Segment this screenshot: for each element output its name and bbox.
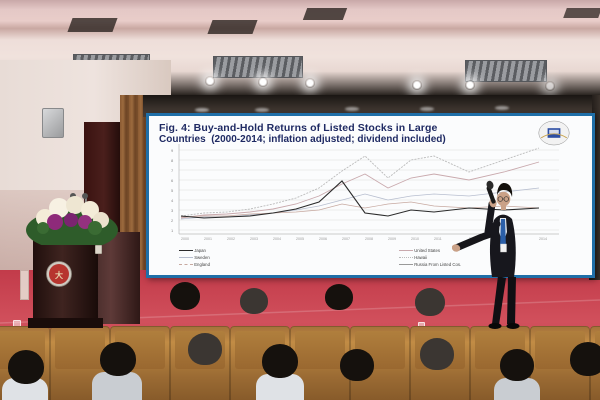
svg-text:2002: 2002 <box>227 237 235 241</box>
svg-text:2006: 2006 <box>319 237 327 241</box>
svg-text:2000: 2000 <box>181 237 189 241</box>
svg-text:2003: 2003 <box>250 237 258 241</box>
svg-text:7: 7 <box>171 168 174 173</box>
svg-text:1: 1 <box>171 228 174 233</box>
svg-text:2001: 2001 <box>204 237 212 241</box>
svg-text:4: 4 <box>171 198 174 203</box>
svg-text:8: 8 <box>171 158 174 163</box>
svg-text:2011: 2011 <box>434 237 442 241</box>
svg-text:9: 9 <box>171 148 174 153</box>
svg-text:2007: 2007 <box>342 237 350 241</box>
svg-text:2009: 2009 <box>388 237 396 241</box>
svg-text:2005: 2005 <box>296 237 304 241</box>
svg-text:2: 2 <box>171 218 174 223</box>
svg-text:2010: 2010 <box>411 237 419 241</box>
svg-text:6: 6 <box>171 178 174 183</box>
svg-text:2004: 2004 <box>273 237 281 241</box>
svg-text:5: 5 <box>171 188 174 193</box>
svg-text:3: 3 <box>171 208 174 213</box>
svg-text:大: 大 <box>55 270 63 280</box>
svg-text:2008: 2008 <box>365 237 373 241</box>
